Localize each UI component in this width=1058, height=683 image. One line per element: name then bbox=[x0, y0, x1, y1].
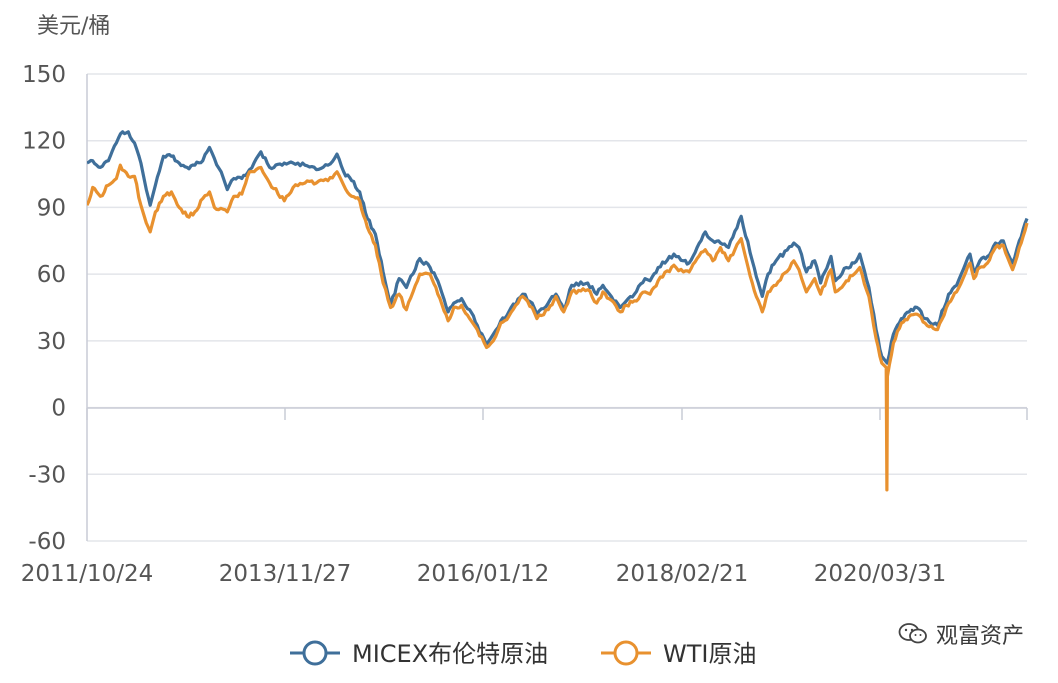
x-axis: 2011/10/24 2013/11/27 2016/01/12 2018/02/21… bbox=[21, 74, 1028, 587]
watermark: 观富资产 bbox=[898, 618, 1024, 650]
x-tick-label: 2018/02/21 bbox=[616, 561, 749, 587]
legend-marker bbox=[302, 640, 328, 666]
y-tick-label: 120 bbox=[22, 129, 66, 155]
series-line-1 bbox=[87, 130, 1029, 365]
legend-label: WTI原油 bbox=[663, 640, 756, 668]
y-tick-label: -30 bbox=[28, 462, 66, 488]
wechat-icon bbox=[898, 623, 927, 644]
y-tick-label: 90 bbox=[37, 195, 66, 221]
x-tick-label: 2020/03/31 bbox=[814, 561, 947, 587]
watermark-text: 观富资产 bbox=[935, 624, 1024, 649]
legend-item[interactable]: MICEX布伦特原油 bbox=[290, 640, 548, 668]
y-tick-label: 150 bbox=[22, 62, 66, 88]
x-tick-label: 2016/01/12 bbox=[417, 561, 550, 587]
series-line-2 bbox=[87, 163, 1029, 492]
y-tick-label: -60 bbox=[28, 529, 66, 555]
y-tick-label: 0 bbox=[51, 396, 66, 422]
y-tick-label: 60 bbox=[37, 262, 66, 288]
y-tick-label: 30 bbox=[37, 329, 66, 355]
x-tick-label: 2011/10/24 bbox=[21, 561, 154, 587]
legend: MICEX布伦特原油 WTI原油 bbox=[290, 640, 756, 668]
series-lines bbox=[87, 130, 1029, 492]
legend-label: MICEX布伦特原油 bbox=[352, 640, 548, 668]
y-axis-unit: 美元/桶 bbox=[37, 14, 110, 39]
legend-marker bbox=[613, 640, 639, 666]
x-tick-label: 2013/11/27 bbox=[219, 561, 352, 587]
legend-item[interactable]: WTI原油 bbox=[601, 640, 756, 668]
y-axis-ticks: 150 120 90 60 30 0 -30 -60 bbox=[22, 62, 66, 555]
